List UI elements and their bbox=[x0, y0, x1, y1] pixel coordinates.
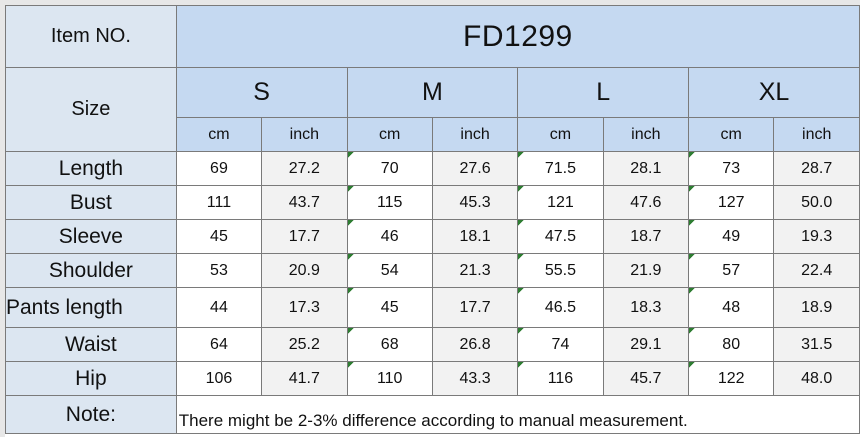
row-label: Pants length bbox=[5, 287, 177, 328]
table-cell: 45 bbox=[346, 287, 433, 328]
table-cell: 18.3 bbox=[602, 287, 690, 328]
table-cell: 47.6 bbox=[602, 185, 690, 220]
table-row: Length 69 27.2 70 27.6 71.5 28.1 73 28.7 bbox=[5, 151, 860, 186]
table-cell: 17.7 bbox=[261, 219, 348, 254]
table-cell: 43.7 bbox=[261, 185, 348, 220]
table-cell: 44 bbox=[175, 287, 263, 328]
unit-cm: cm bbox=[688, 117, 775, 152]
unit-inch: inch bbox=[431, 117, 519, 152]
table-cell: 21.9 bbox=[602, 253, 690, 288]
table-cell: 121 bbox=[517, 185, 604, 220]
table-cell: 20.9 bbox=[261, 253, 348, 288]
unit-inch: inch bbox=[773, 117, 860, 152]
table-row: Waist 64 25.2 68 26.8 74 29.1 80 31.5 bbox=[5, 327, 860, 362]
table-cell: 70 bbox=[346, 151, 433, 186]
table-cell: 116 bbox=[517, 361, 604, 396]
table-cell: 50.0 bbox=[773, 185, 860, 220]
row-label: Bust bbox=[5, 185, 177, 220]
table-cell: 31.5 bbox=[773, 327, 860, 362]
row-label: Sleeve bbox=[5, 219, 177, 254]
table-cell: 48.0 bbox=[773, 361, 860, 396]
table-cell: 18.9 bbox=[773, 287, 860, 328]
size-chart: Item NO. FD1299 Size S M L XL cm inch cm… bbox=[5, 5, 860, 437]
size-xl: XL bbox=[688, 67, 860, 118]
table-cell: 28.7 bbox=[773, 151, 860, 186]
table-cell: 17.7 bbox=[431, 287, 519, 328]
row-label: Hip bbox=[5, 361, 177, 396]
unit-inch: inch bbox=[602, 117, 690, 152]
table-row: Sleeve 45 17.7 46 18.1 47.5 18.7 49 19.3 bbox=[5, 219, 860, 254]
table-cell: 110 bbox=[346, 361, 433, 396]
row-label: Shoulder bbox=[5, 253, 177, 288]
table-cell: 48 bbox=[688, 287, 775, 328]
table-cell: 47.5 bbox=[517, 219, 604, 254]
table-cell: 69 bbox=[175, 151, 263, 186]
row-label: Length bbox=[5, 151, 177, 186]
table-cell: 41.7 bbox=[261, 361, 348, 396]
table-cell: 54 bbox=[346, 253, 433, 288]
table-cell: 74 bbox=[517, 327, 604, 362]
table-cell: 19.3 bbox=[773, 219, 860, 254]
note-text: There might be 2-3% difference according… bbox=[175, 395, 860, 434]
item-label: Item NO. bbox=[5, 5, 177, 68]
row-label: Waist bbox=[5, 327, 177, 362]
table-cell: 80 bbox=[688, 327, 775, 362]
note-row: Note: There might be 2-3% difference acc… bbox=[5, 395, 860, 434]
table-cell: 45 bbox=[175, 219, 263, 254]
table-cell: 49 bbox=[688, 219, 775, 254]
table-cell: 127 bbox=[688, 185, 775, 220]
table-cell: 46 bbox=[346, 219, 433, 254]
unit-inch: inch bbox=[261, 117, 348, 152]
table-cell: 53 bbox=[175, 253, 263, 288]
table-cell: 43.3 bbox=[431, 361, 519, 396]
table-cell: 27.6 bbox=[431, 151, 519, 186]
table-cell: 45.7 bbox=[602, 361, 690, 396]
size-s: S bbox=[175, 67, 348, 118]
table-cell: 45.3 bbox=[431, 185, 519, 220]
table-cell: 115 bbox=[346, 185, 433, 220]
table-row: Shoulder 53 20.9 54 21.3 55.5 21.9 57 22… bbox=[5, 253, 860, 288]
table-cell: 28.1 bbox=[602, 151, 690, 186]
unit-row: cm inch cm inch cm inch cm inch bbox=[6, 117, 860, 152]
table-cell: 46.5 bbox=[517, 287, 604, 328]
unit-cm: cm bbox=[517, 117, 604, 152]
size-label: Size bbox=[5, 67, 177, 152]
table-cell: 122 bbox=[688, 361, 775, 396]
size-l: L bbox=[517, 67, 690, 118]
table-cell: 64 bbox=[175, 327, 263, 362]
table-cell: 27.2 bbox=[261, 151, 348, 186]
item-row: Item NO. FD1299 bbox=[5, 5, 860, 68]
table-cell: 17.3 bbox=[261, 287, 348, 328]
table-cell: 57 bbox=[688, 253, 775, 288]
table-cell: 18.7 bbox=[602, 219, 690, 254]
size-m: M bbox=[346, 67, 519, 118]
table-cell: 25.2 bbox=[261, 327, 348, 362]
item-number: FD1299 bbox=[175, 5, 860, 68]
table-cell: 111 bbox=[175, 185, 263, 220]
table-row: Bust 111 43.7 115 45.3 121 47.6 127 50.0 bbox=[5, 185, 860, 220]
table-cell: 22.4 bbox=[773, 253, 860, 288]
table-cell: 106 bbox=[175, 361, 263, 396]
size-chart-table: Item NO. FD1299 Size S M L XL cm inch cm… bbox=[5, 5, 860, 434]
table-cell: 29.1 bbox=[602, 327, 690, 362]
table-cell: 73 bbox=[688, 151, 775, 186]
table-row: Pants length 44 17.3 45 17.7 46.5 18.3 4… bbox=[5, 287, 860, 328]
table-cell: 21.3 bbox=[431, 253, 519, 288]
unit-cm: cm bbox=[175, 117, 263, 152]
size-row: Size S M L XL bbox=[5, 67, 860, 152]
note-label: Note: bbox=[5, 395, 177, 434]
table-cell: 18.1 bbox=[431, 219, 519, 254]
table-cell: 55.5 bbox=[517, 253, 604, 288]
table-cell: 71.5 bbox=[517, 151, 604, 186]
table-cell: 68 bbox=[346, 327, 433, 362]
table-cell: 26.8 bbox=[431, 327, 519, 362]
unit-cm: cm bbox=[346, 117, 433, 152]
table-row: Hip 106 41.7 110 43.3 116 45.7 122 48.0 bbox=[5, 361, 860, 396]
